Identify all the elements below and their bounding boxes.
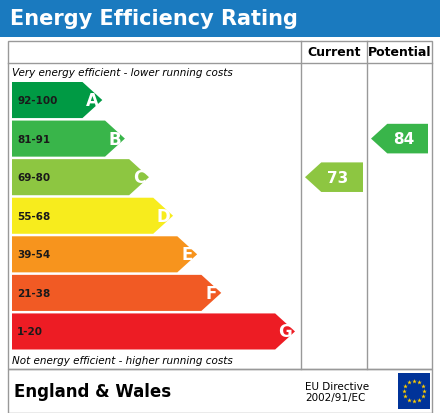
Polygon shape [12,313,295,350]
Text: C: C [133,169,145,187]
Polygon shape [305,163,363,192]
Bar [8,42,432,369]
Text: Very energy efficient - lower running costs: Very energy efficient - lower running co… [12,68,233,78]
Text: 73: 73 [327,170,348,185]
Text: Not energy efficient - higher running costs: Not energy efficient - higher running co… [12,355,233,365]
Text: F: F [205,284,217,302]
Bar [0,0,440,38]
Polygon shape [12,121,125,157]
Text: G: G [278,323,292,341]
Text: 1-20: 1-20 [17,327,43,337]
Text: England & Wales: England & Wales [14,382,171,400]
Text: Potential: Potential [368,46,431,59]
Text: 55-68: 55-68 [17,211,50,221]
Text: A: A [86,92,99,110]
Text: Energy Efficiency Rating: Energy Efficiency Rating [10,9,298,29]
Text: Current: Current [307,46,361,59]
Bar [8,369,432,413]
Text: EU Directive: EU Directive [305,381,369,391]
Polygon shape [12,83,103,119]
Text: E: E [182,246,193,263]
Text: B: B [109,130,121,148]
Text: D: D [156,207,170,225]
Polygon shape [12,237,197,273]
Text: 39-54: 39-54 [17,250,50,260]
Text: 2002/91/EC: 2002/91/EC [305,392,365,402]
Bar [0,369,440,413]
Text: 92-100: 92-100 [17,96,57,106]
Text: 21-38: 21-38 [17,288,50,298]
Polygon shape [12,275,221,311]
Text: 69-80: 69-80 [17,173,50,183]
Polygon shape [12,198,173,234]
Polygon shape [371,124,428,154]
Polygon shape [12,160,149,196]
Text: 84: 84 [393,132,414,147]
Text: 81-91: 81-91 [17,134,50,144]
Bar [398,373,430,409]
